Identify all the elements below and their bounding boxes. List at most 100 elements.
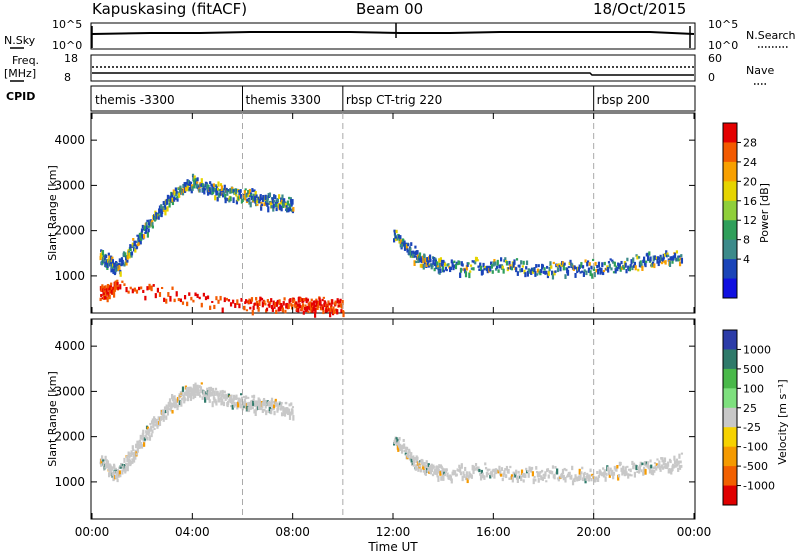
heatmap-cell bbox=[580, 262, 583, 268]
heatmap-cell bbox=[209, 181, 212, 185]
heatmap-cell bbox=[612, 260, 615, 264]
heatmap-cell bbox=[577, 475, 580, 481]
heatmap-cell bbox=[662, 466, 665, 470]
heatmap-cell bbox=[101, 284, 104, 289]
heatmap-cell bbox=[610, 267, 613, 271]
heatmap-cell bbox=[672, 255, 675, 258]
heatmap-cell bbox=[600, 267, 603, 274]
heatmap-cell bbox=[507, 267, 510, 270]
heatmap-cell bbox=[646, 254, 650, 261]
heatmap-cell bbox=[531, 270, 534, 274]
y-tick-label: 2000 bbox=[54, 430, 85, 444]
heatmap-cell bbox=[270, 298, 273, 303]
heatmap-cell bbox=[102, 462, 105, 466]
heatmap-cell bbox=[624, 466, 627, 473]
heatmap-cell bbox=[650, 464, 653, 469]
heatmap-cell bbox=[425, 464, 428, 469]
heatmap-cell bbox=[283, 411, 287, 417]
heatmap-cell bbox=[224, 398, 227, 401]
heatmap-cell bbox=[234, 190, 238, 196]
heatmap-cell bbox=[214, 387, 218, 391]
heatmap-cell bbox=[225, 394, 228, 400]
heatmap-cell bbox=[284, 408, 287, 413]
heatmap-cell bbox=[673, 460, 677, 465]
heatmap-cell bbox=[499, 264, 502, 269]
heatmap-cell bbox=[659, 466, 662, 472]
heatmap-cell bbox=[641, 462, 644, 466]
heatmap-cell bbox=[475, 257, 478, 261]
heatmap-cell bbox=[121, 280, 124, 283]
heatmap-cell bbox=[492, 261, 495, 267]
heatmap-cell bbox=[190, 296, 193, 301]
heatmap-cell bbox=[268, 400, 271, 406]
x-tick-label: 08:00 bbox=[275, 525, 310, 539]
heatmap-cell bbox=[165, 298, 168, 304]
heatmap-cell bbox=[272, 300, 275, 306]
heatmap-cell bbox=[107, 292, 110, 297]
heatmap-cell bbox=[280, 412, 284, 417]
heatmap-cell bbox=[102, 290, 105, 296]
heatmap-cell bbox=[306, 305, 309, 310]
heatmap-cell bbox=[154, 293, 157, 299]
heatmap-cell bbox=[219, 390, 222, 394]
heatmap-cell bbox=[525, 266, 528, 270]
heatmap-cell bbox=[288, 403, 291, 407]
heatmap-cell bbox=[406, 452, 409, 457]
heatmap-cell bbox=[151, 225, 154, 229]
heatmap-cell bbox=[441, 264, 444, 267]
heatmap-cell bbox=[317, 301, 320, 305]
heatmap-cell bbox=[393, 238, 396, 243]
heatmap-cell bbox=[234, 303, 237, 308]
heatmap-cell bbox=[109, 470, 112, 476]
heatmap-cell bbox=[139, 238, 142, 245]
heatmap-cell bbox=[680, 464, 683, 468]
heatmap-cell bbox=[661, 457, 664, 463]
heatmap-cell bbox=[613, 465, 616, 470]
heatmap-cell bbox=[175, 399, 178, 404]
heatmap-cell bbox=[277, 306, 280, 312]
heatmap-cell bbox=[556, 263, 559, 267]
colorbar-swatch bbox=[723, 142, 737, 163]
heatmap-cell bbox=[150, 220, 154, 224]
heatmap-cell bbox=[186, 185, 190, 191]
heatmap-cell bbox=[305, 300, 308, 304]
heatmap-cell bbox=[441, 266, 445, 273]
heatmap-cell bbox=[229, 395, 232, 402]
heatmap-cell bbox=[469, 270, 472, 273]
heatmap-cell bbox=[443, 471, 446, 475]
colorbar-tick-label: -100 bbox=[743, 441, 768, 454]
heatmap-cell bbox=[520, 469, 524, 475]
heatmap-cell bbox=[109, 284, 112, 288]
heatmap-cell bbox=[470, 267, 473, 270]
heatmap-cell bbox=[213, 187, 216, 191]
heatmap-cell bbox=[191, 173, 195, 178]
heatmap-cell bbox=[145, 431, 148, 436]
heatmap-cell bbox=[452, 264, 455, 271]
heatmap-cell bbox=[517, 470, 520, 474]
cpid-segment-label: rbsp CT-trig 220 bbox=[346, 93, 442, 107]
heatmap-cell bbox=[142, 227, 145, 231]
heatmap-cell bbox=[244, 188, 247, 191]
heatmap-cell bbox=[240, 396, 244, 402]
heatmap-cell bbox=[516, 271, 519, 276]
heatmap-cell bbox=[164, 410, 167, 414]
heatmap-cell bbox=[649, 256, 652, 262]
nave-tick-bottom: 0 bbox=[708, 71, 715, 84]
heatmap-cell bbox=[670, 256, 673, 260]
freq-tick-top: 18 bbox=[64, 52, 78, 65]
heatmap-cell bbox=[505, 474, 508, 479]
heatmap-cell bbox=[482, 262, 485, 268]
heatmap-cell bbox=[274, 302, 277, 307]
heatmap-cell bbox=[256, 403, 259, 408]
heatmap-cell bbox=[275, 207, 278, 212]
heatmap-cell bbox=[481, 269, 484, 275]
heatmap-cell bbox=[494, 261, 497, 266]
heatmap-cell bbox=[317, 303, 320, 308]
heatmap-cell bbox=[339, 300, 342, 304]
heatmap-cell bbox=[488, 468, 491, 471]
heatmap-cell bbox=[122, 251, 126, 258]
heatmap-cell bbox=[668, 261, 672, 268]
heatmap-cell bbox=[272, 203, 275, 209]
heatmap-cell bbox=[540, 268, 543, 273]
heatmap-cell bbox=[655, 256, 658, 261]
